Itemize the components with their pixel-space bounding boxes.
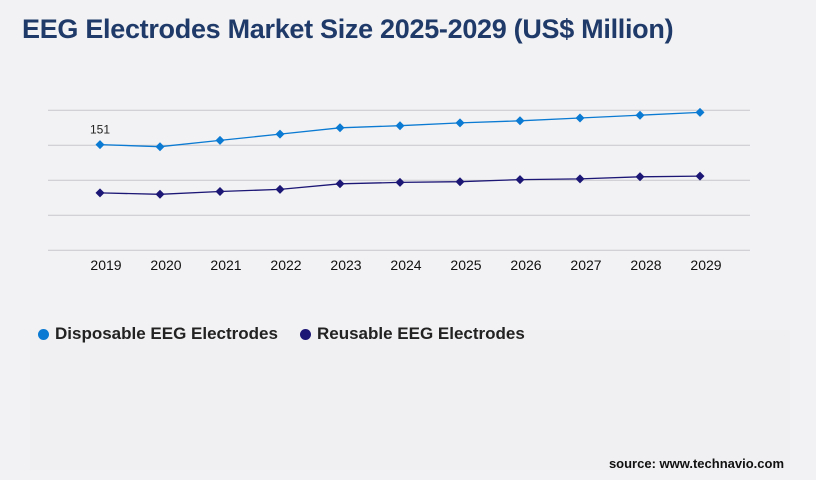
line-chart: 2019 2020 2021 2022 2023 2024 2025 2026 2027 2028…: [48, 107, 750, 273]
data-point: [575, 113, 585, 123]
data-point: [635, 110, 645, 120]
data-point: [95, 140, 105, 150]
data-point: [515, 116, 525, 126]
data-point: [515, 175, 525, 185]
data-point: [455, 118, 465, 128]
data-point: [695, 107, 705, 117]
data-point: [695, 171, 705, 181]
data-label: 151: [90, 123, 110, 137]
legend-marker-reusable: [299, 328, 311, 340]
x-tick-label: 2024: [390, 257, 421, 273]
data-point: [215, 187, 225, 196]
x-tick-label: 2023: [330, 257, 361, 273]
legend-item-reusable: Reusable EEG Electrodes: [299, 324, 525, 344]
data-point: [335, 179, 345, 189]
x-tick-label: 2029: [690, 257, 721, 273]
data-point: [275, 184, 285, 194]
source-text: source: www.technavio.com: [608, 456, 784, 471]
data-point: [335, 123, 345, 133]
legend-marker-disposable: [38, 328, 49, 340]
data-point: [215, 135, 225, 145]
data-point: [155, 142, 165, 152]
x-tick-label: 2019: [90, 257, 121, 273]
data-point: [635, 172, 645, 182]
x-tick-label: 2026: [510, 257, 541, 273]
data-point: [455, 177, 465, 187]
legend-label-reusable: Reusable EEG Electrodes: [316, 324, 525, 343]
data-point: [395, 121, 405, 131]
x-tick-label: 2028: [630, 257, 661, 273]
chart-title: EEG Electrodes Market Size 2025-2029 (US…: [22, 14, 674, 44]
x-tick-label: 2021: [210, 257, 241, 273]
x-tick-label: 2027: [570, 257, 601, 273]
data-point: [275, 129, 285, 139]
legend-item-disposable: Disposable EEG Electrodes: [38, 324, 278, 344]
legend-label-disposable: Disposable EEG Electrodes: [55, 324, 278, 343]
data-point: [395, 177, 405, 187]
legend-panel: [30, 330, 790, 470]
legend: Disposable EEG Electrodes Reusable EEG E…: [38, 324, 525, 344]
x-tick-label: 2025: [450, 257, 481, 273]
data-point: [155, 189, 165, 199]
data-point: [95, 188, 105, 198]
data-point: [575, 174, 585, 184]
x-tick-label: 2022: [270, 257, 301, 273]
x-tick-label: 2020: [150, 257, 181, 273]
